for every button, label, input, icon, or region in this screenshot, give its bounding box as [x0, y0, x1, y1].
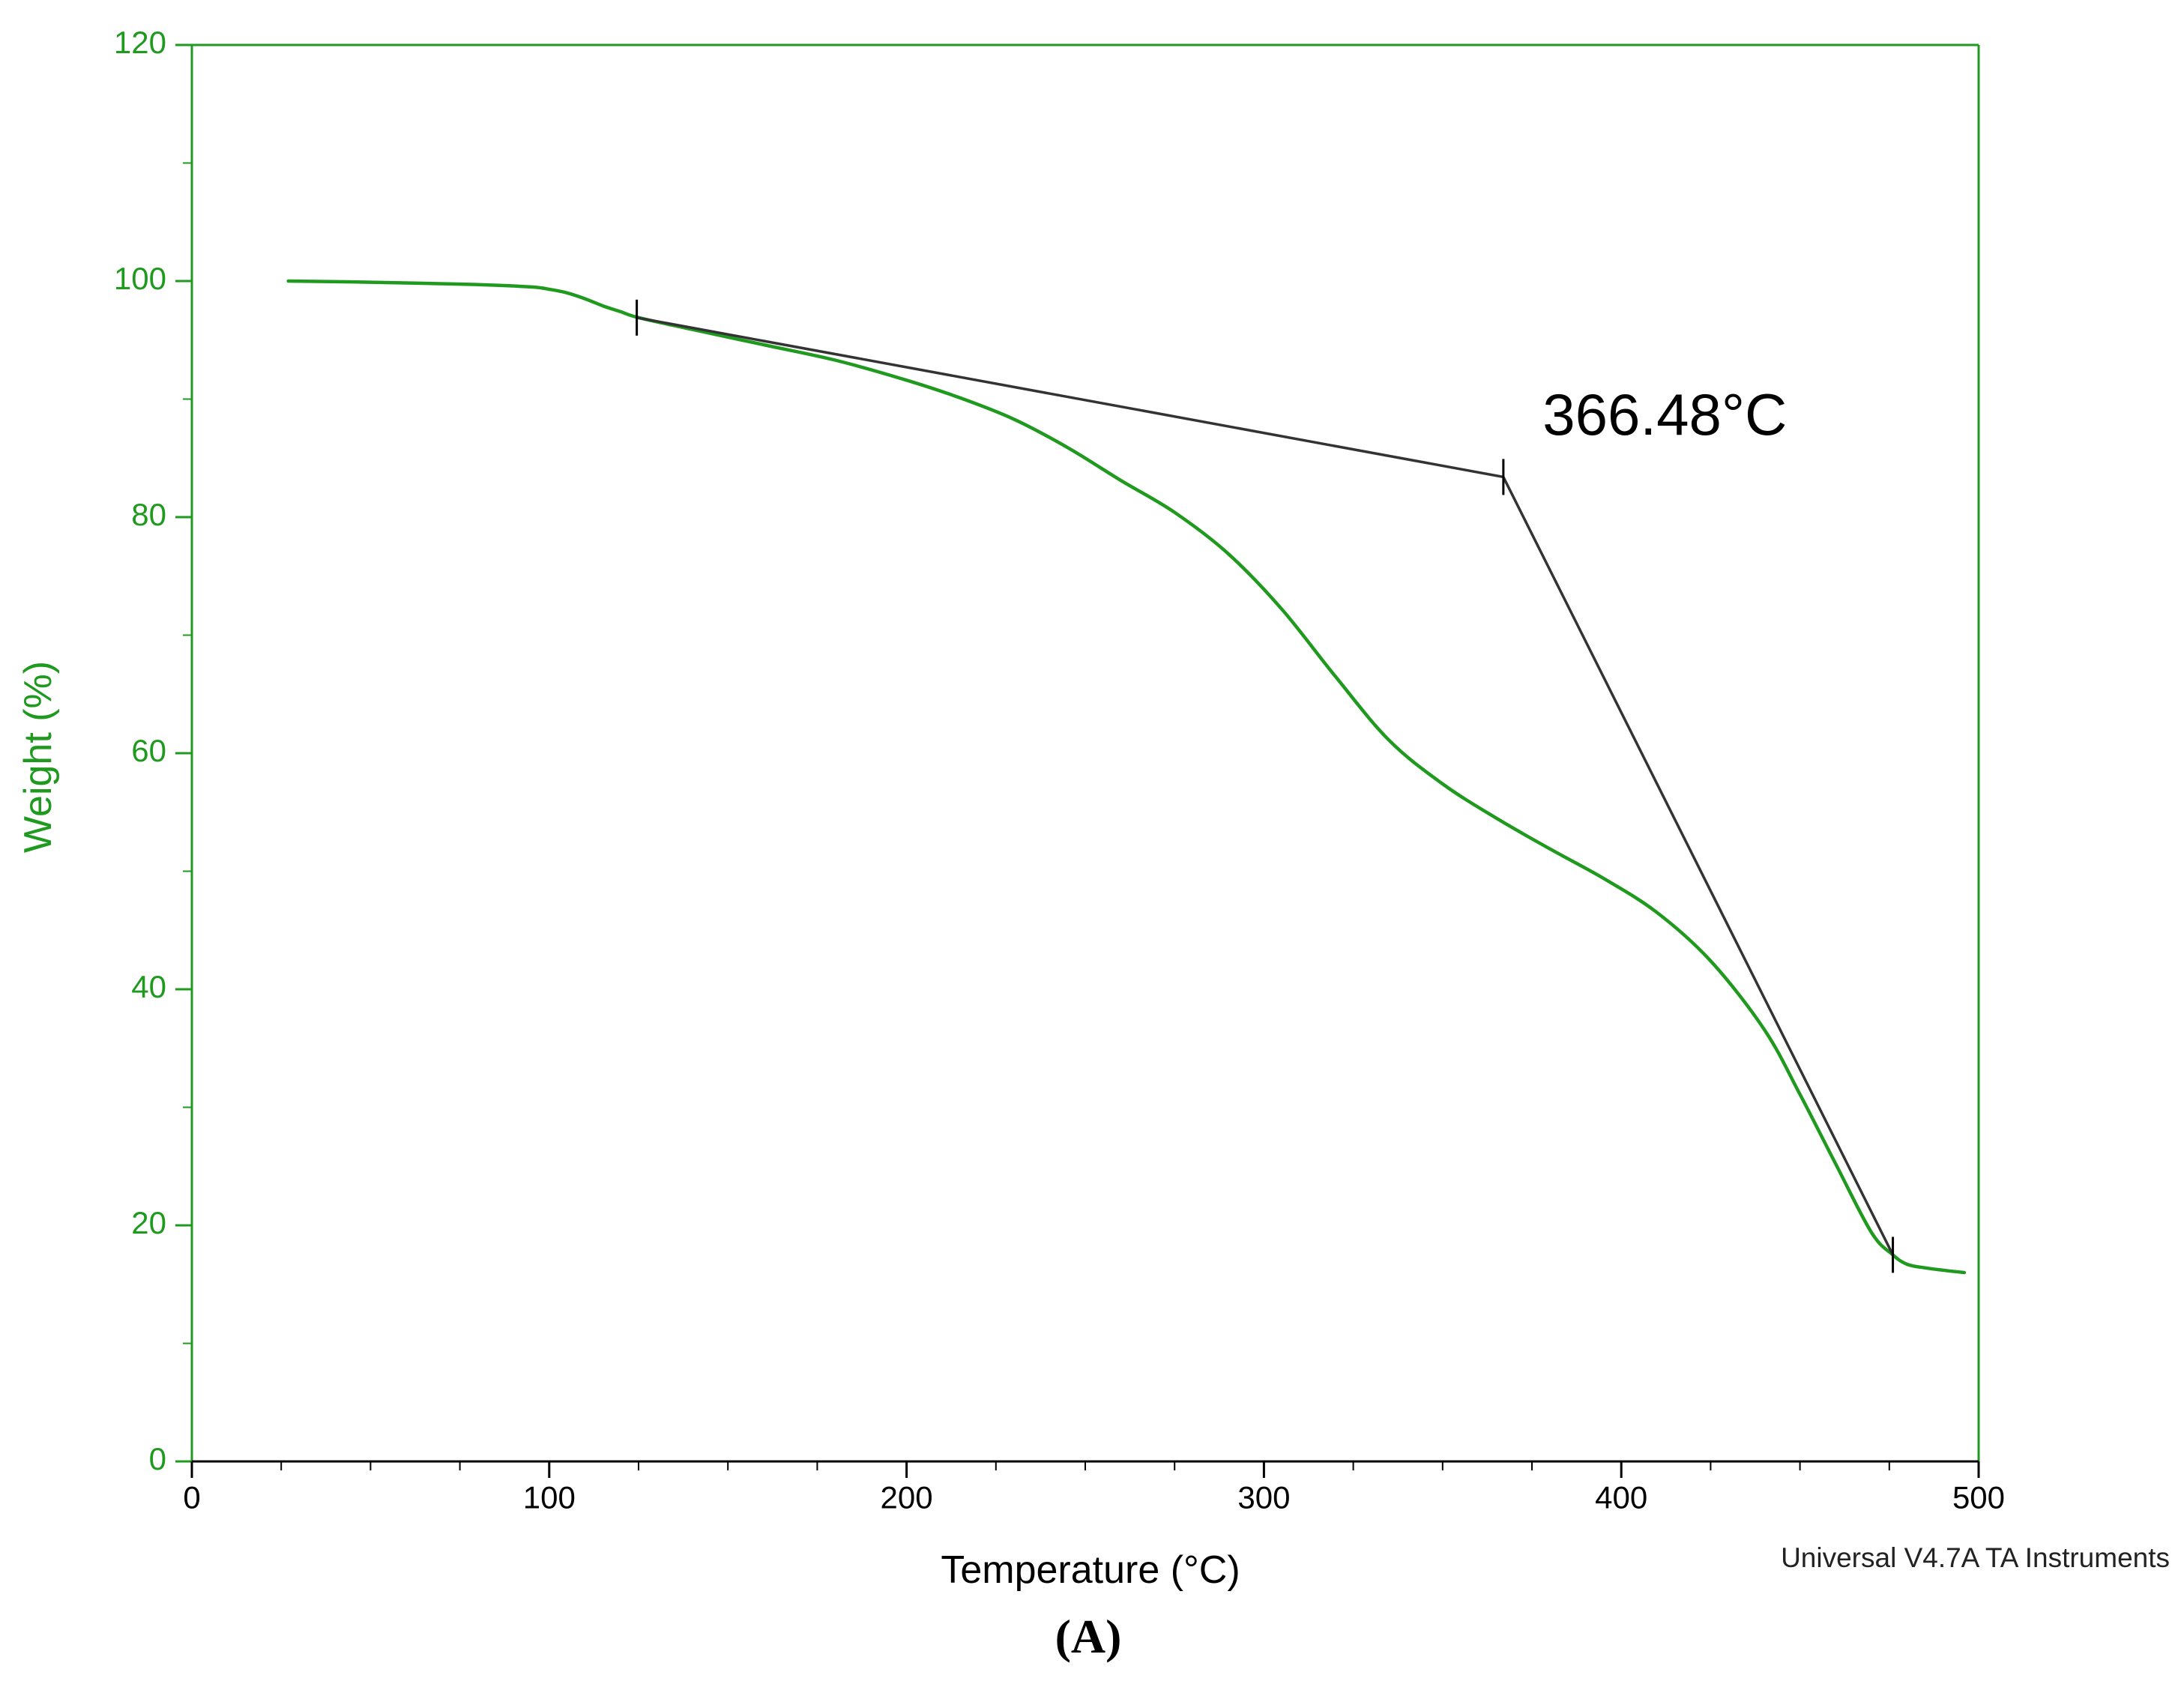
y-tick-label: 20 [131, 1205, 166, 1240]
panel-label: (A) [1055, 1610, 1122, 1663]
y-tick-label: 40 [131, 969, 166, 1004]
x-tick-label: 400 [1595, 1479, 1647, 1515]
y-axis-title: Weight (%) [16, 661, 60, 853]
plot-frame [190, 43, 1980, 1463]
y-tick-label: 100 [114, 261, 166, 296]
series-group [286, 279, 1967, 1275]
x-tick-label: 100 [523, 1479, 576, 1515]
minor-ticks [183, 162, 1890, 1470]
y-tick-label: 60 [131, 733, 166, 768]
x-tick-label: 500 [1952, 1479, 2005, 1515]
weight-curve [286, 279, 1967, 1275]
onset-temperature-label: 366.48°C [1542, 381, 1787, 447]
y-axis-ticks: 0 20 40 60 80 100 120 [114, 25, 192, 1476]
x-axis-title: Temperature (°C) [941, 1548, 1240, 1592]
y-tick-label: 0 [149, 1441, 166, 1476]
instrument-footer: Universal V4.7A TA Instruments [1781, 1542, 2170, 1573]
tangent-line [636, 316, 1895, 1256]
x-tick-label: 0 [183, 1479, 200, 1515]
x-tick-label: 200 [881, 1479, 933, 1515]
y-tick-label: 120 [114, 25, 166, 60]
y-tick-label: 80 [131, 497, 166, 532]
annotation-group: 366.48°C [636, 299, 1895, 1273]
x-tick-label: 300 [1237, 1479, 1290, 1515]
x-axis-ticks: 0 100 200 300 400 500 [183, 1461, 2005, 1515]
